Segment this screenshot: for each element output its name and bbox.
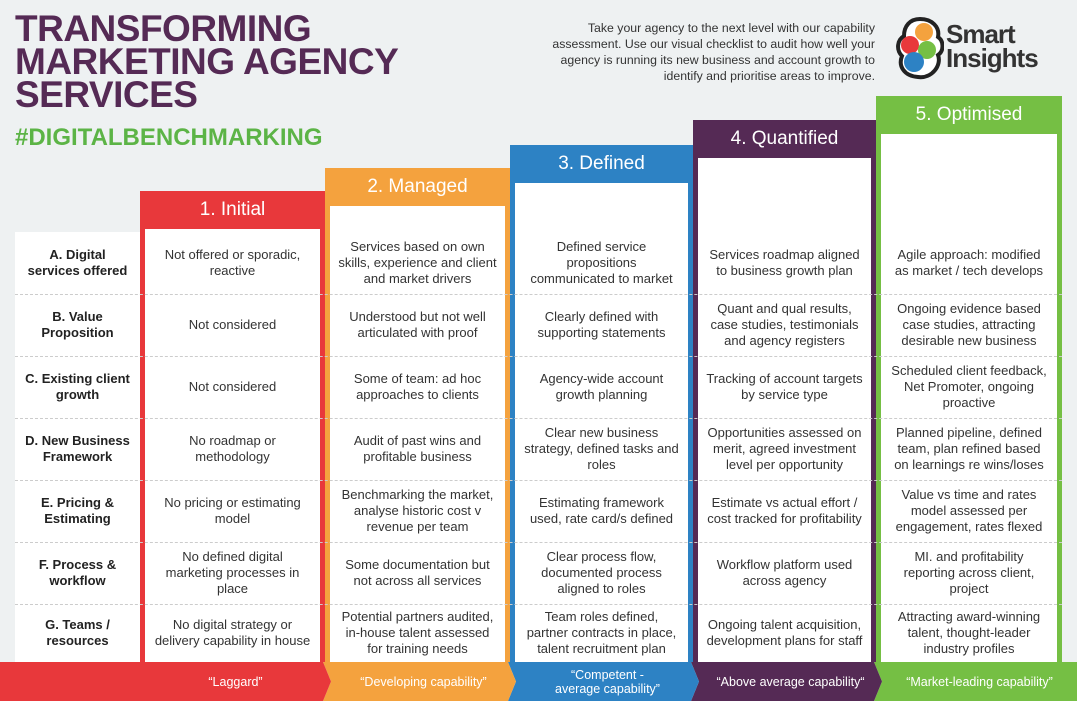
capability-cell: Opportunities assessed on merit, agreed …: [707, 425, 862, 472]
level-header: 1. Initial: [199, 199, 266, 220]
capability-cell: Agency-wide account growth planning: [539, 371, 664, 402]
logo-text: Smart Insights: [946, 19, 1039, 73]
row-divider: [15, 604, 1062, 605]
capability-cell: Defined service propositions communicate…: [530, 239, 673, 286]
level-header: 4. Quantified: [730, 128, 839, 149]
capability-cell: Not considered: [188, 379, 277, 394]
capability-cell: Clear process flow, documented process a…: [541, 549, 662, 596]
capability-cell: Not considered: [188, 317, 277, 332]
level-header: 3. Defined: [558, 153, 645, 174]
band-label: “Laggard”: [208, 674, 263, 689]
row-label: D. New Business Framework: [25, 433, 130, 464]
capability-cell: Workflow platform used across agency: [716, 557, 853, 588]
logo-mark-icon: [896, 16, 945, 80]
capability-cell: Clear new business strategy, defined tas…: [524, 425, 679, 472]
capability-cell: Some of team: ad hoc approaches to clien…: [353, 371, 482, 402]
band-label: “Competent - average capability”: [555, 667, 660, 696]
band-label: “Developing capability”: [360, 674, 487, 689]
capability-cell: Ongoing evidence based case studies, att…: [897, 301, 1041, 348]
row-label: C. Existing client growth: [25, 371, 130, 402]
level-column-4: 4. Quantified: [693, 120, 876, 662]
level-body: [515, 183, 688, 662]
capability-cell: No digital strategy or delivery capabili…: [154, 617, 311, 648]
level-body: [881, 134, 1057, 662]
row-label: G. Teams / resources: [45, 617, 110, 648]
capability-cell: Planned pipeline, defined team, plan ref…: [894, 425, 1044, 472]
capability-cell: No roadmap or methodology: [189, 433, 276, 464]
row-label: E. Pricing & Estimating: [41, 495, 114, 526]
capability-band-3: “Competent - average capability”: [508, 662, 699, 701]
row-divider: [15, 418, 1062, 419]
row-divider: [15, 542, 1062, 543]
capability-cell: MI. and profitability reporting across c…: [903, 549, 1035, 596]
level-column-1: 1. Initial: [140, 191, 325, 662]
level-header: 5. Optimised: [915, 104, 1023, 125]
row-label: A. Digital services offered: [27, 247, 128, 278]
capability-cell: Services roadmap aligned to business gro…: [709, 247, 860, 278]
level-column-3: 3. Defined: [510, 145, 693, 662]
capability-cell: Audit of past wins and profitable busine…: [353, 433, 482, 464]
capability-cell: Understood but not well articulated with…: [349, 309, 486, 340]
row-label: F. Process & workflow: [38, 557, 117, 588]
row-divider: [15, 356, 1062, 357]
capability-cell: Quant and qual results, case studies, te…: [710, 301, 859, 348]
capability-cell: Some documentation but not across all se…: [345, 557, 490, 588]
capability-cell: Clearly defined with supporting statemen…: [537, 309, 666, 340]
band-label: “Above average capability“: [716, 674, 865, 689]
capability-cell: Ongoing talent acquisition, development …: [706, 617, 863, 648]
band-label: “Market-leading capability”: [906, 674, 1053, 689]
capability-cell: Not offered or sporadic, reactive: [164, 247, 301, 278]
capability-cell: Agile approach: modified as market / tec…: [894, 247, 1044, 278]
hashtag: #DIGITALBENCHMARKING: [15, 124, 323, 151]
capability-band-2: “Developing capability”: [323, 662, 516, 701]
capability-cell: Benchmarking the market, analyse histori…: [341, 487, 494, 534]
intro-text: Take your agency to the next level with …: [552, 21, 875, 83]
capability-band-4: “Above average capability“: [691, 662, 882, 701]
level-body: [145, 229, 320, 662]
page-title: TRANSFORMING MARKETING AGENCY SERVICES: [15, 8, 398, 115]
level-column-5: 5. Optimised: [876, 96, 1062, 662]
capability-cell: Tracking of account targets by service t…: [706, 371, 863, 402]
row-label: B. Value Proposition: [41, 309, 114, 340]
capability-cell: Estimating framework used, rate card/s d…: [529, 495, 674, 526]
capability-cell: Services based on own skills, experience…: [338, 239, 497, 286]
level-body: [330, 206, 505, 662]
capability-cell: Value vs time and rates model assessed p…: [895, 487, 1043, 534]
capability-band-5: “Market-leading capability”: [874, 662, 1077, 701]
row-divider: [15, 294, 1062, 295]
row-divider: [15, 480, 1062, 481]
capability-cell: Team roles defined, partner contracts in…: [526, 609, 677, 656]
capability-cell: Attracting award-winning talent, thought…: [897, 609, 1041, 656]
level-header: 2. Managed: [367, 176, 468, 197]
capability-cell: Scheduled client feedback, Net Promoter,…: [891, 363, 1047, 410]
capability-band-1: “Laggard”: [0, 662, 331, 701]
row-labels-column: [15, 232, 140, 662]
level-column-2: 2. Managed: [325, 168, 510, 662]
smart-insights-logo: Smart Insights: [896, 16, 1046, 82]
capability-cell: No pricing or estimating model: [164, 495, 301, 526]
level-body: [698, 158, 871, 662]
capability-cell: No defined digital marketing processes i…: [165, 549, 300, 596]
capability-cell: Potential partners audited, in-house tal…: [341, 609, 494, 656]
capability-cell: Estimate vs actual effort / cost tracked…: [707, 495, 862, 526]
